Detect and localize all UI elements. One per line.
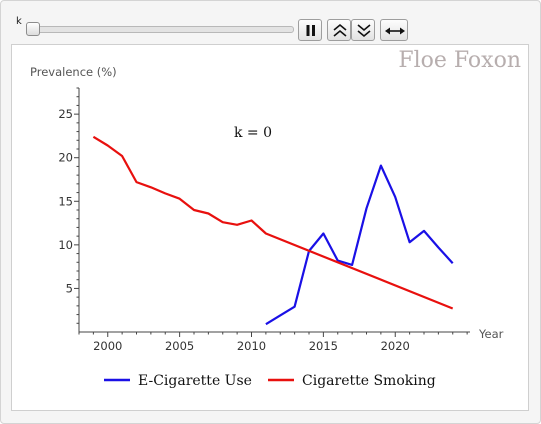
x-tick-label: 2020 <box>381 339 410 353</box>
faster-button[interactable] <box>327 19 351 41</box>
y-tick-label: 15 <box>58 194 73 208</box>
double-chevron-down-icon <box>357 24 371 38</box>
series-line-cigarette-smoking <box>92 135 454 310</box>
slower-button[interactable] <box>351 19 375 41</box>
series-lines <box>92 135 454 326</box>
pause-button[interactable] <box>298 19 322 41</box>
x-tick-label: 2010 <box>237 339 266 353</box>
pause-icon <box>306 25 315 36</box>
y-tick-label: 20 <box>58 151 73 165</box>
double-chevron-up-icon <box>333 23 347 37</box>
y-tick-label: 5 <box>66 281 73 295</box>
x-axis-label: Year <box>478 327 504 341</box>
x-tick-label: 2015 <box>309 339 338 353</box>
x-tick-label: 2005 <box>165 339 194 353</box>
slider-label: k <box>16 16 22 27</box>
left-right-arrow-icon <box>385 27 405 35</box>
axes: 2000 2005 2010 2015 2020 5 10 15 20 25 <box>58 87 470 353</box>
y-tick-label: 25 <box>58 107 73 121</box>
series-line-e-cigarette-use <box>265 164 454 326</box>
legend-label: E-Cigarette Use <box>138 373 252 389</box>
legend: E-Cigarette Use Cigarette Smoking <box>104 373 436 389</box>
direction-button[interactable] <box>380 19 408 41</box>
x-tick-label: 2000 <box>93 339 122 353</box>
y-axis-label: Prevalence (%) <box>30 65 117 79</box>
legend-label: Cigarette Smoking <box>302 373 436 389</box>
plot-panel <box>11 44 529 411</box>
k-slider-thumb[interactable] <box>26 22 40 36</box>
watermark: Floe Foxon <box>398 48 521 73</box>
y-tick-label: 10 <box>58 238 73 252</box>
controls-bar: k <box>0 8 541 41</box>
k-annotation: k = 0 <box>234 125 272 141</box>
